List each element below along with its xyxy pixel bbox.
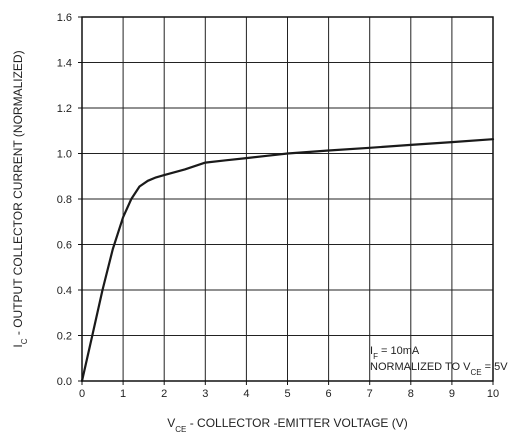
x-tick-label: 2 [161, 388, 167, 400]
y-tick-label: 0.2 [57, 331, 72, 343]
x-tick-label: 0 [79, 388, 85, 400]
x-axis-label-rest: - COLLECTOR -EMITTER VOLTAGE (V) [186, 416, 407, 430]
x-axis-label-prefix: V [167, 416, 175, 430]
y-tick-label: 1.6 [57, 12, 72, 24]
y-tick-label: 0.6 [57, 240, 72, 252]
grid-layer [82, 17, 493, 381]
y-axis-label-prefix: I [11, 344, 25, 347]
annotation-line-2: NORMALIZED TO VCE = 5V [370, 361, 508, 377]
series-line [80, 138, 495, 383]
x-tick-label: 9 [449, 388, 455, 400]
y-tick-label: 0.4 [57, 285, 72, 297]
y-tick-label: 0.8 [57, 194, 72, 206]
annotation-line-2-sub: CE [470, 368, 481, 377]
x-tick-label: 6 [326, 388, 332, 400]
y-tick-label: 0.0 [57, 376, 72, 388]
x-tick-label: 7 [367, 388, 373, 400]
tick-layer: 0 1 2 3 4 5 6 7 8 9 10 0.0 0.2 0.4 0.6 0.8 1.0 1.2 1.4 1.6 [57, 12, 499, 400]
annotation-line-2-rest: = 5V [482, 361, 509, 373]
x-tick-label: 4 [243, 388, 249, 400]
annotation-line-1: IF = 10mA [370, 345, 420, 361]
annotation-line-2-prefix: NORMALIZED TO V [370, 361, 471, 373]
annotation-line-1-prefix: I [370, 345, 373, 357]
x-tick-label: 8 [408, 388, 414, 400]
y-axis-label-sub: C [20, 338, 29, 344]
x-tick-label: 1 [120, 388, 126, 400]
x-axis-label-sub: CE [175, 425, 186, 434]
annotation-line-1-sub: F [373, 352, 378, 361]
y-tick-label: 1.4 [57, 58, 72, 70]
x-tick-label: 10 [487, 388, 499, 400]
y-axis-label-rest: - OUTPUT COLLECTOR CURRENT (NORMALIZED) [11, 50, 25, 338]
x-tick-label: 3 [202, 388, 208, 400]
annotation-line-1-rest: = 10mA [378, 345, 420, 357]
y-axis-label: IC - OUTPUT COLLECTOR CURRENT (NORMALIZE… [11, 50, 29, 347]
y-tick-label: 1.2 [57, 103, 72, 115]
y-tick-label: 1.0 [57, 149, 72, 161]
x-tick-label: 5 [284, 388, 290, 400]
annotation-box: IF = 10mA NORMALIZED TO VCE = 5V [370, 345, 508, 377]
series-layer [80, 138, 495, 383]
x-axis-label: VCE - COLLECTOR -EMITTER VOLTAGE (V) [167, 416, 408, 434]
